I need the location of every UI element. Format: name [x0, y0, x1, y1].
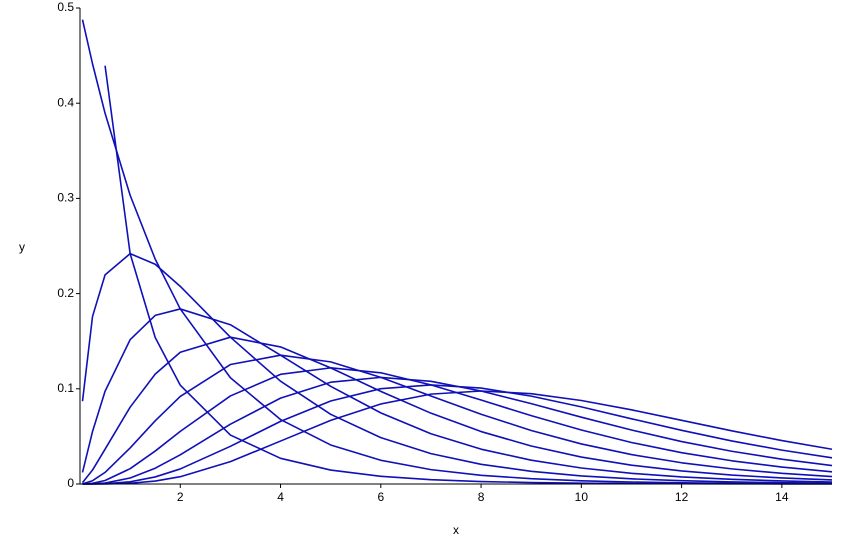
x-tick-label: 8: [478, 490, 485, 504]
x-tick-label: 14: [775, 490, 789, 504]
series-line: [81, 19, 833, 485]
y-tick-label: 0: [67, 476, 74, 490]
x-tick-label: 2: [177, 490, 184, 504]
y-tick-label: 0.1: [57, 381, 74, 395]
y-tick-label: 0.5: [57, 0, 74, 14]
series-line: [81, 252, 833, 484]
series-line: [104, 65, 833, 485]
series-line: [82, 354, 833, 485]
x-tick-label: 4: [277, 490, 284, 504]
y-tick-label: 0.2: [57, 286, 74, 300]
plot-area: [81, 19, 833, 485]
series-line: [81, 336, 833, 484]
x-tick-label: 12: [675, 490, 689, 504]
y-tick-label: 0.3: [57, 191, 74, 205]
y-axis-label: y: [19, 240, 25, 254]
x-tick-label: 10: [575, 490, 589, 504]
series-line: [82, 376, 833, 485]
x-axis-label: x: [453, 523, 459, 537]
series-line: [82, 384, 833, 485]
x-tick-label: 6: [377, 490, 384, 504]
series-line: [81, 308, 833, 483]
series-line: [82, 367, 833, 485]
y-tick-label: 0.4: [57, 95, 74, 109]
series-line: [82, 390, 833, 485]
